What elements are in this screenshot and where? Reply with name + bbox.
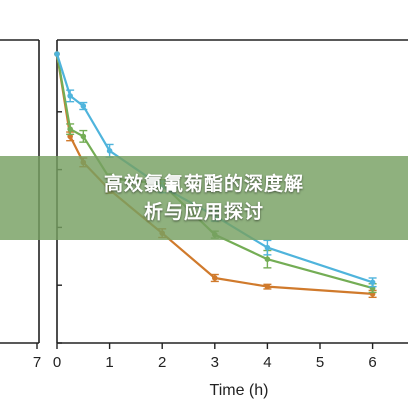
x-tick-label: 3: [211, 354, 219, 371]
plot-area: 0 1 2 3 4 5 6 Time (h): [53, 39, 408, 399]
data-point: [212, 275, 218, 281]
data-point: [264, 256, 271, 262]
data-point: [67, 93, 73, 99]
x-tick-label: 2: [158, 354, 166, 371]
x-tick-label: 1: [105, 354, 113, 371]
left-panel-x-tick-label: 7: [33, 354, 41, 371]
x-tick-label: 5: [316, 354, 324, 371]
x-axis-title: Time (h): [210, 382, 269, 399]
data-point: [369, 279, 376, 286]
x-tick-label: 0: [53, 354, 61, 371]
banner-title-line-2: 析与应用探讨: [143, 201, 264, 223]
data-point: [54, 51, 60, 57]
x-tick-label: 4: [263, 354, 271, 371]
data-point: [264, 283, 271, 290]
data-point: [106, 148, 113, 154]
data-point: [80, 133, 87, 140]
data-point: [67, 126, 73, 132]
banner-title-line-1: 高效氯氰菊酯的深度解: [103, 173, 304, 195]
title-banner: 高效氯氰菊酯的深度解 析与应用探讨: [0, 156, 408, 240]
data-point: [264, 244, 271, 251]
data-point: [80, 103, 87, 109]
x-axis-ticks: 0 1 2 3 4 5 6: [53, 343, 377, 371]
x-tick-label: 6: [368, 354, 376, 371]
